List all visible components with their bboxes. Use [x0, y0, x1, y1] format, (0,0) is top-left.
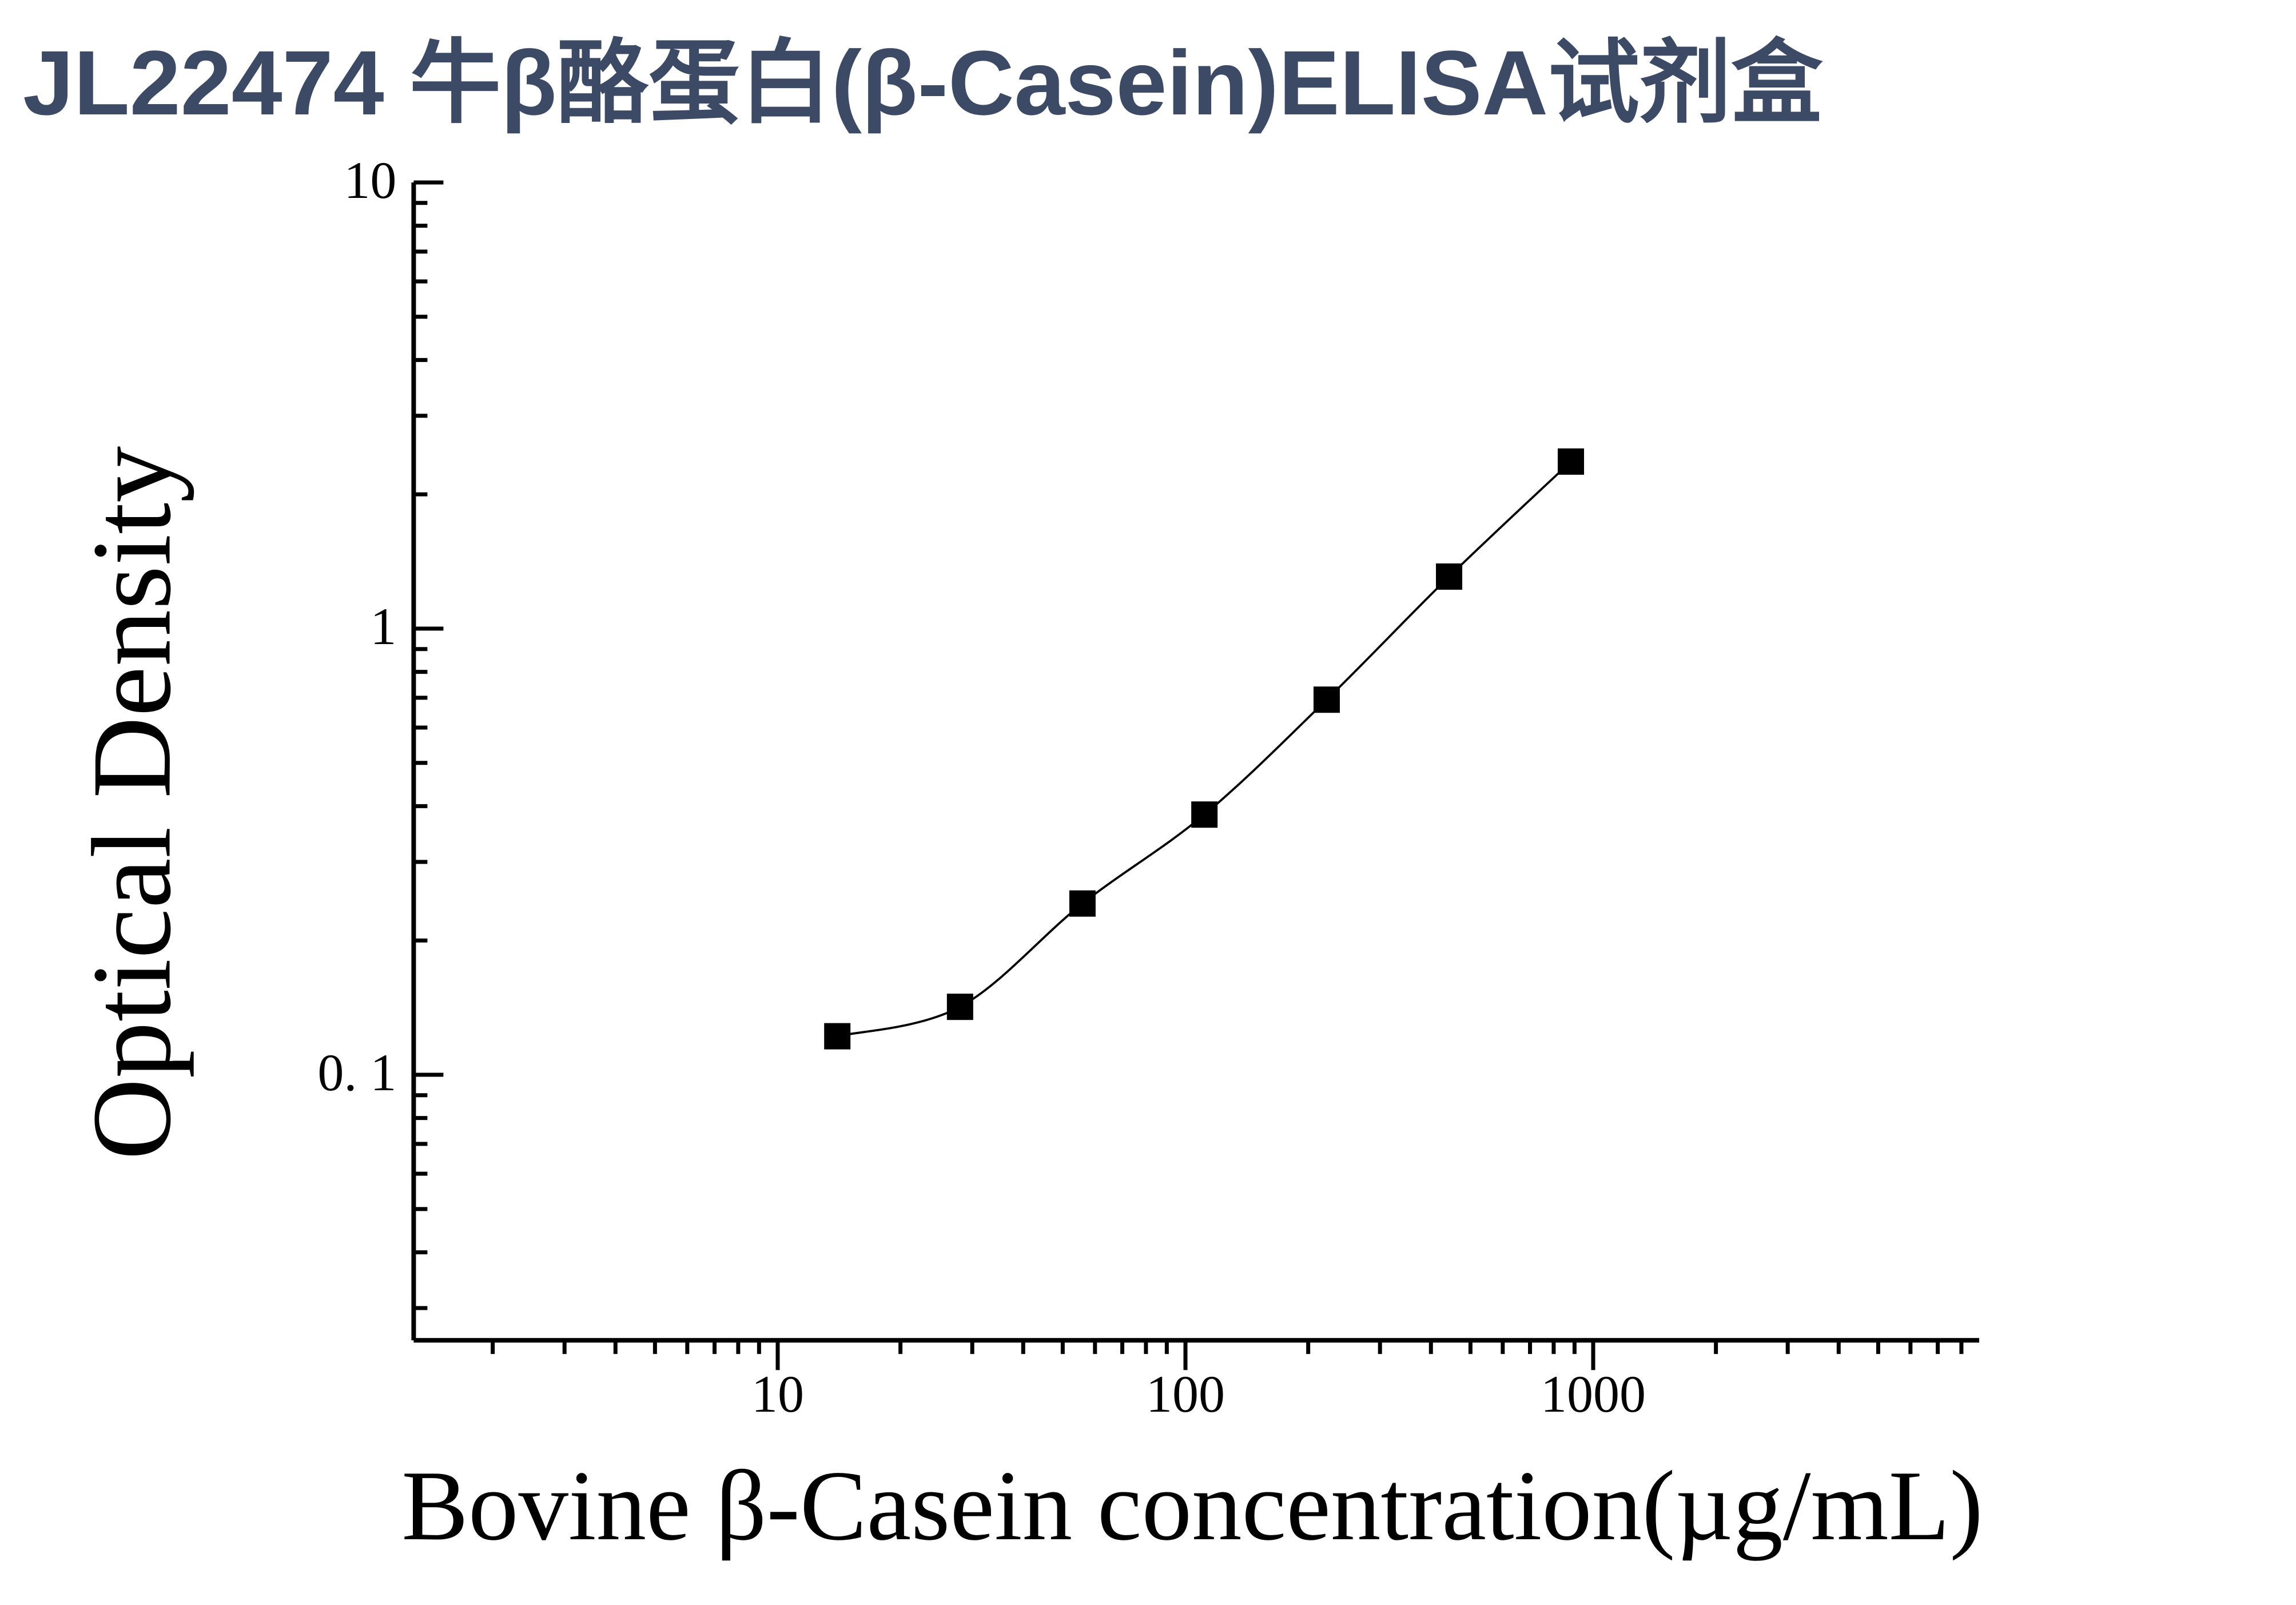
svg-text:0. 1: 0. 1: [317, 1043, 396, 1102]
svg-text:100: 100: [1146, 1365, 1225, 1423]
svg-text:1: 1: [370, 597, 396, 655]
svg-text:10: 10: [344, 151, 396, 209]
svg-text:10: 10: [751, 1365, 804, 1423]
svg-text:1000: 1000: [1541, 1365, 1646, 1423]
